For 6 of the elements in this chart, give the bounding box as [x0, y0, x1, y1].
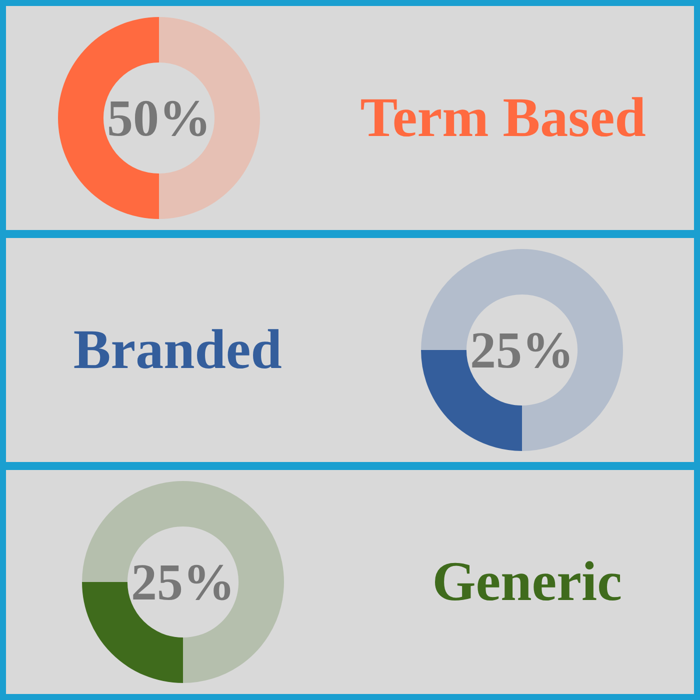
data-label: 50% — [107, 90, 212, 148]
text: Branded — [73, 318, 282, 382]
data-label: 25% — [131, 554, 236, 612]
text: Term Based — [360, 86, 646, 150]
data-label: 25% — [470, 322, 574, 380]
text: Generic — [432, 550, 622, 614]
